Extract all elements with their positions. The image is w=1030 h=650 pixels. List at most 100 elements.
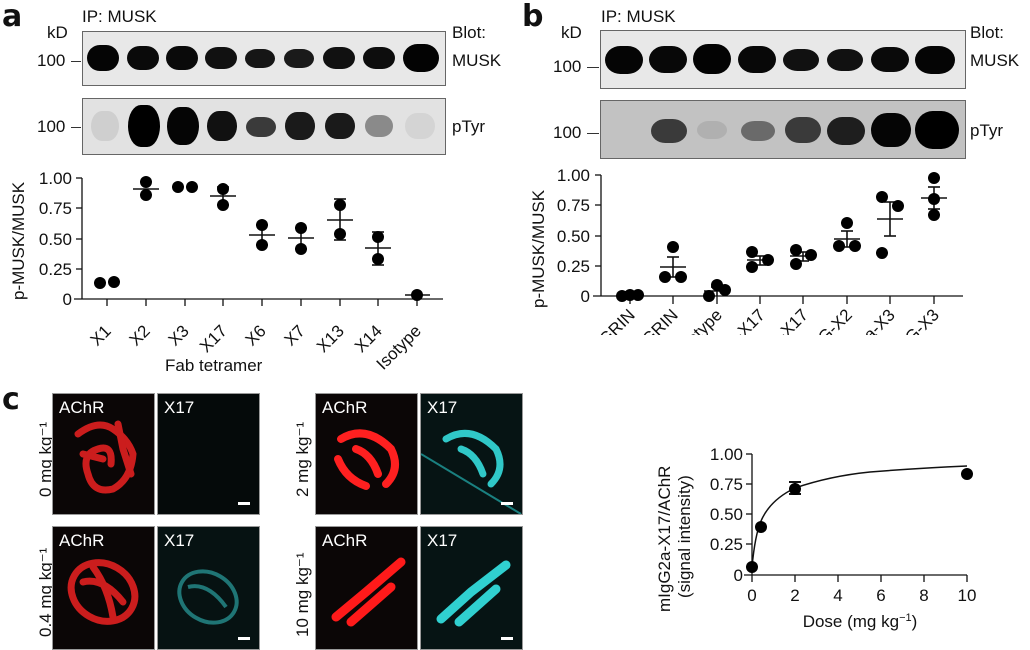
svg-text:1.00: 1.00 bbox=[39, 169, 72, 188]
dose-label-10: 10 mg kg⁻¹ bbox=[293, 552, 312, 637]
svg-text:Isotype: Isotype bbox=[373, 321, 425, 373]
svg-text:X7: X7 bbox=[281, 321, 309, 349]
western-blot-musk-a bbox=[82, 31, 446, 86]
micrograph-achr-0-4: AChR bbox=[52, 526, 155, 650]
micrograph-x17-0-4: X17 bbox=[157, 526, 260, 650]
fit-curve bbox=[751, 465, 968, 568]
panel-label-a: a bbox=[2, 0, 23, 34]
achr-staining bbox=[334, 429, 399, 490]
panel-label-b: b bbox=[522, 0, 544, 34]
x17-staining bbox=[177, 569, 239, 625]
ip-label-a: IP: MUSK bbox=[82, 7, 157, 26]
marker-100-a1: 100 bbox=[37, 51, 66, 70]
channel-label-x17: X17 bbox=[427, 531, 458, 550]
band bbox=[325, 113, 355, 139]
band bbox=[783, 49, 819, 71]
band bbox=[915, 111, 959, 149]
y-axis bbox=[74, 177, 443, 306]
micrograph-achr-0: AChR bbox=[52, 393, 155, 515]
blot-label-b: Blot: bbox=[970, 23, 1005, 42]
data-points bbox=[94, 176, 423, 301]
y-axis-label-sub: (signal intensity) bbox=[675, 475, 694, 598]
kd-label-b: kD bbox=[561, 23, 582, 42]
channel-label-achr: AChR bbox=[59, 531, 105, 550]
band bbox=[649, 46, 687, 73]
svg-text:0.50: 0.50 bbox=[39, 230, 72, 249]
svg-text:1.00: 1.00 bbox=[710, 445, 743, 464]
y-tick-labels: 1.00 0.75 0.50 0.25 0 bbox=[710, 445, 743, 585]
channel-label-achr: AChR bbox=[322, 398, 368, 417]
marker-tick bbox=[587, 133, 599, 134]
band bbox=[403, 44, 439, 72]
blot-name-ptyr-a: pTyr bbox=[452, 117, 486, 136]
band bbox=[365, 115, 393, 137]
blot-label-a: Blot: bbox=[452, 23, 487, 42]
marker-tick bbox=[71, 61, 81, 62]
x-axis-label-a: Fab tetramer bbox=[165, 356, 263, 375]
axes bbox=[593, 174, 963, 304]
achr-staining bbox=[331, 557, 406, 627]
band bbox=[871, 113, 911, 147]
marker-tick bbox=[587, 67, 599, 68]
band bbox=[284, 49, 314, 68]
y-axis-label: p-MUSK/MUSK bbox=[529, 189, 548, 308]
micrograph-x17-0: X17 bbox=[157, 393, 260, 515]
marker-100-b1: 100 bbox=[553, 57, 582, 76]
svg-text:X1: X1 bbox=[87, 321, 115, 349]
band bbox=[827, 117, 865, 145]
svg-text:0: 0 bbox=[734, 566, 743, 585]
scale-bar bbox=[238, 502, 250, 505]
svg-text:0.25: 0.25 bbox=[39, 260, 72, 279]
ip-label-b: IP: MUSK bbox=[601, 7, 676, 26]
band bbox=[246, 117, 276, 137]
band bbox=[915, 46, 955, 74]
svg-text:X13: X13 bbox=[313, 321, 348, 356]
data-points bbox=[746, 468, 973, 573]
scale-bar bbox=[501, 637, 513, 640]
band bbox=[405, 113, 435, 139]
band bbox=[207, 111, 237, 141]
y-axis-label: p-MUSK/MUSK bbox=[9, 181, 28, 300]
data-points bbox=[616, 172, 940, 302]
band bbox=[167, 107, 199, 145]
scatter-chart-b: 1.00 0.75 0.50 0.25 0 p-MUSK/MUSK −AGRIN +A… bbox=[529, 166, 963, 335]
band bbox=[605, 46, 643, 74]
x17-staining bbox=[436, 560, 511, 627]
svg-text:0.25: 0.25 bbox=[557, 257, 590, 276]
band bbox=[91, 111, 119, 141]
achr-staining bbox=[67, 559, 139, 625]
svg-text:X3: X3 bbox=[165, 321, 193, 349]
x-axis-label: Dose (mg kg−1) bbox=[803, 612, 918, 631]
x-tick-labels: 0 2 4 6 8 10 bbox=[747, 586, 976, 605]
band bbox=[127, 46, 159, 70]
svg-text:Isotype: Isotype bbox=[674, 305, 726, 335]
svg-text:1.00: 1.00 bbox=[557, 166, 590, 185]
svg-text:0: 0 bbox=[63, 290, 72, 309]
blot-name-musk-a: MUSK bbox=[452, 51, 502, 70]
svg-text:0.25: 0.25 bbox=[710, 535, 743, 554]
micrograph-x17-10: X17 bbox=[420, 526, 523, 650]
western-blot-ptyr-a bbox=[82, 98, 446, 155]
band bbox=[785, 117, 821, 143]
dose-label-2: 2 mg kg⁻¹ bbox=[293, 421, 312, 497]
marker-tick bbox=[71, 127, 81, 128]
western-blot-ptyr-b bbox=[600, 100, 966, 159]
svg-text:0.50: 0.50 bbox=[557, 227, 590, 246]
channel-label-achr: AChR bbox=[322, 531, 368, 550]
axes bbox=[744, 453, 968, 582]
svg-text:0.75: 0.75 bbox=[557, 196, 590, 215]
band bbox=[697, 121, 727, 139]
blot-name-ptyr-b: pTyr bbox=[970, 121, 1004, 140]
svg-text:0.75: 0.75 bbox=[39, 199, 72, 218]
band bbox=[741, 121, 775, 141]
scale-bar bbox=[238, 637, 250, 640]
channel-label-x17: X17 bbox=[427, 398, 458, 417]
scatter-chart-a: 1.000.75 0.500.250 p-MUSK/MUSK X1 X2 X3 … bbox=[9, 169, 443, 374]
band bbox=[651, 119, 687, 143]
svg-text:0: 0 bbox=[581, 287, 590, 306]
western-blot-musk-b bbox=[600, 30, 966, 89]
micrograph-achr-10: AChR bbox=[315, 526, 418, 650]
band bbox=[827, 49, 863, 71]
band bbox=[245, 49, 275, 68]
channel-label-achr: AChR bbox=[59, 398, 105, 417]
